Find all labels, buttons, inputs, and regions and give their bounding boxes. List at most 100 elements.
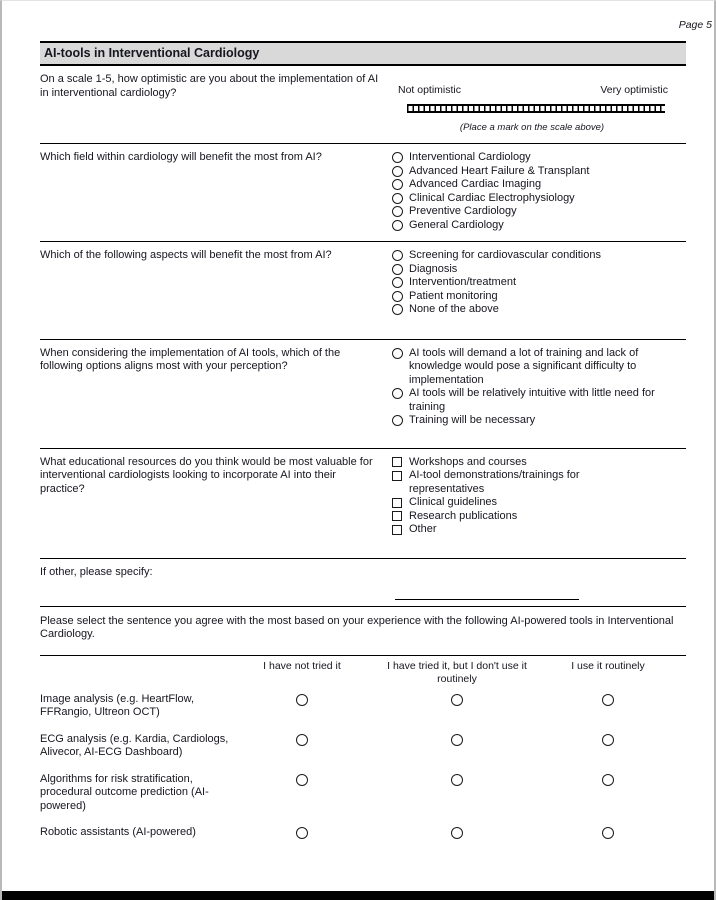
option-label: AI-tool demonstrations/trainings for rep… (409, 469, 580, 495)
scale-left-label: Not optimistic (398, 84, 462, 96)
matrix-row-label: Robotic assistants (AI-powered) (40, 826, 196, 838)
option-label: Advanced Heart Failure & Transplant (409, 164, 590, 177)
section-title: AI-tools in Interventional Cardiology (40, 41, 686, 66)
page-bottom-bar (2, 891, 714, 900)
option-label: Screening for cardiovascular conditions (409, 249, 601, 261)
radio-option[interactable]: Screening for cardiovascular conditions (392, 249, 686, 263)
radio-icon[interactable] (392, 290, 403, 302)
checkbox-icon[interactable] (392, 470, 402, 481)
checkbox-icon[interactable] (392, 524, 402, 535)
question-implementation-perception: When considering the implementation of A… (40, 340, 686, 449)
radio-option[interactable]: Intervention/treatment (392, 276, 686, 290)
option-label: Clinical guidelines (409, 496, 498, 508)
page-number: Page 5 (678, 19, 712, 31)
option-label: Workshops and courses (409, 455, 527, 468)
radio-option[interactable]: Patient monitoring (392, 290, 686, 304)
radio-icon[interactable] (602, 773, 614, 786)
experience-matrix: I have not tried it I have tried it, but… (40, 654, 686, 845)
radio-icon[interactable] (296, 827, 308, 839)
option-label: None of the above (409, 303, 499, 315)
option-label: General Cardiology (409, 218, 504, 231)
option-label: Training will be necessary (409, 414, 536, 426)
matrix-row-label: Image analysis (e.g. HeartFlow, FFRangio… (40, 692, 195, 719)
question-text: Which field within cardiology will benef… (40, 151, 322, 163)
radio-option[interactable]: Advanced Cardiac Imaging (392, 178, 686, 192)
radio-icon[interactable] (392, 165, 403, 177)
radio-icon[interactable] (392, 263, 403, 275)
question-text: Which of the following aspects will bene… (40, 249, 332, 261)
radio-option[interactable]: AI tools will demand a lot of training a… (392, 347, 682, 388)
radio-icon[interactable] (451, 827, 463, 839)
checkbox-option[interactable]: Other (392, 523, 654, 537)
matrix-intro-text: Please select the sentence you agree wit… (40, 614, 674, 641)
radio-icon[interactable] (392, 219, 403, 231)
radio-icon[interactable] (392, 152, 403, 163)
radio-icon[interactable] (392, 277, 403, 288)
checkbox-icon[interactable] (392, 497, 402, 508)
radio-icon[interactable] (392, 250, 403, 261)
option-label: Research publications (409, 509, 518, 522)
scale-caption: (Place a mark on the scale above) (459, 121, 605, 133)
radio-icon[interactable] (392, 304, 403, 315)
question-educational-resources: What educational resources do you think … (40, 449, 686, 559)
radio-option[interactable]: Interventional Cardiology (392, 151, 686, 165)
question-text: What educational resources do you think … (40, 455, 373, 495)
question-field-benefit: Which field within cardiology will benef… (40, 144, 686, 242)
radio-icon[interactable] (602, 827, 614, 839)
radio-icon[interactable] (602, 693, 614, 706)
radio-option[interactable]: None of the above (392, 303, 686, 317)
matrix-column-header: I have not tried it (263, 659, 341, 672)
radio-icon[interactable] (296, 693, 308, 706)
matrix-row-label: Algorithms for risk stratification, proc… (40, 772, 209, 812)
matrix-row-image-analysis: Image analysis (e.g. HeartFlow, FFRangio… (40, 693, 686, 720)
question-aspects-benefit: Which of the following aspects will bene… (40, 242, 686, 340)
option-label: AI tools will demand a lot of training a… (409, 346, 639, 386)
radio-icon[interactable] (392, 192, 403, 204)
radio-icon[interactable] (296, 773, 308, 786)
radio-icon[interactable] (392, 347, 403, 359)
checkbox-option[interactable]: Clinical guidelines (392, 496, 654, 510)
radio-icon[interactable] (451, 773, 463, 786)
option-label: Interventional Cardiology (409, 151, 531, 163)
radio-icon[interactable] (602, 733, 614, 746)
matrix-row-risk-algorithms: Algorithms for risk stratification, proc… (40, 773, 686, 814)
radio-option[interactable]: Diagnosis (392, 263, 686, 277)
checkbox-option[interactable]: AI-tool demonstrations/trainings for rep… (392, 469, 654, 496)
checkbox-option[interactable]: Research publications (392, 510, 654, 524)
radio-icon[interactable] (451, 733, 463, 746)
radio-option[interactable]: Training will be necessary (392, 414, 682, 428)
radio-option[interactable]: Advanced Heart Failure & Transplant (392, 165, 686, 179)
question-text: If other, please specify: (40, 565, 153, 578)
other-specify-input-line[interactable] (395, 586, 579, 600)
radio-icon[interactable] (392, 388, 403, 399)
checkbox-icon[interactable] (392, 457, 402, 467)
radio-icon[interactable] (451, 693, 463, 706)
question-scale-optimism: On a scale 1-5, how optimistic are you a… (40, 66, 686, 144)
radio-icon[interactable] (392, 415, 403, 426)
matrix-column-header: I have tried it, but I don't use it rout… (387, 659, 527, 685)
scale-right-label: Very optimistic (600, 84, 668, 96)
question-text: On a scale 1-5, how optimistic are you a… (40, 73, 379, 99)
radio-option[interactable]: AI tools will be relatively intuitive wi… (392, 387, 682, 414)
option-label: Diagnosis (409, 262, 458, 275)
option-label: Other (409, 523, 437, 535)
radio-option[interactable]: Clinical Cardiac Electrophysiology (392, 192, 686, 206)
question-other-specify: If other, please specify: (40, 559, 686, 607)
option-label: Clinical Cardiac Electrophysiology (409, 191, 575, 204)
option-label: Preventive Cardiology (409, 205, 517, 217)
option-label: Patient monitoring (409, 289, 498, 302)
checkbox-icon[interactable] (392, 511, 402, 521)
rating-scale-bar[interactable] (407, 103, 665, 113)
matrix-row-robotic-assistants: Robotic assistants (AI-powered) (40, 826, 686, 844)
radio-icon[interactable] (392, 206, 403, 217)
matrix-row-ecg-analysis: ECG analysis (e.g. Kardia, Cardiologs, A… (40, 733, 686, 760)
radio-icon[interactable] (392, 179, 403, 190)
option-label: Advanced Cardiac Imaging (409, 178, 542, 190)
radio-icon[interactable] (296, 733, 308, 746)
radio-option[interactable]: General Cardiology (392, 219, 686, 233)
option-label: Intervention/treatment (409, 276, 517, 288)
checkbox-option[interactable]: Workshops and courses (392, 456, 654, 470)
matrix-column-header: I use it routinely (571, 659, 645, 672)
radio-option[interactable]: Preventive Cardiology (392, 205, 686, 219)
